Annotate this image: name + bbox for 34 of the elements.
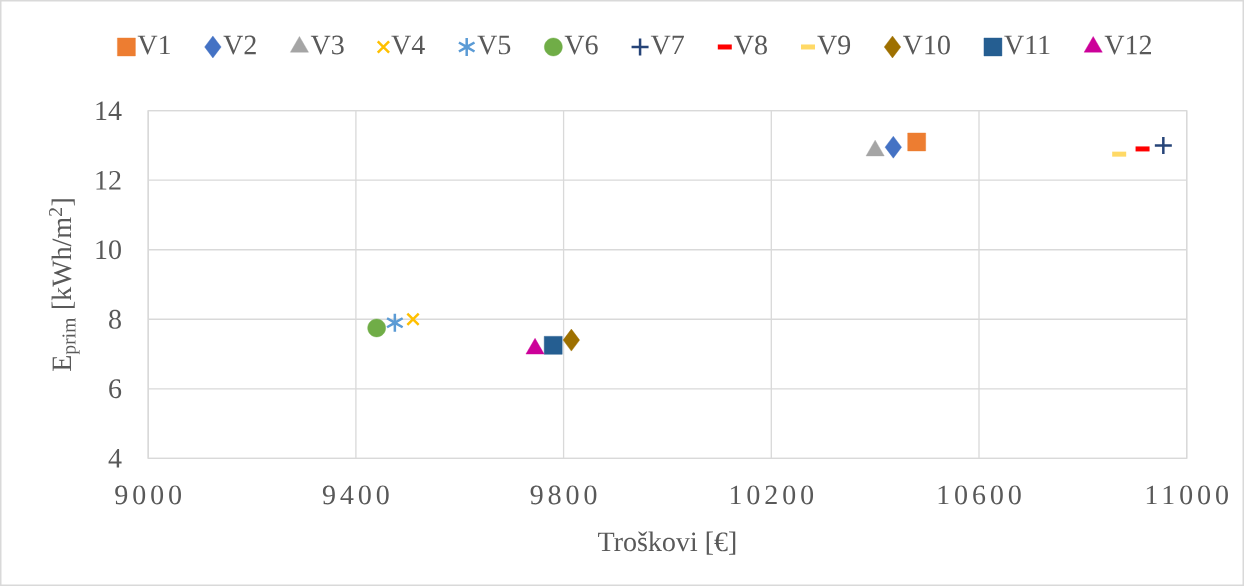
x-tick-label: 10600 <box>938 485 1021 505</box>
point <box>1153 135 1174 156</box>
legend-label: V4 <box>391 35 425 55</box>
x-axis-title: Troškovi [€] <box>598 531 736 555</box>
point <box>884 135 902 159</box>
point <box>907 132 926 152</box>
legend-label: V3 <box>310 35 344 55</box>
y-tick-label: 6 <box>109 379 122 399</box>
x-tick-label: 9400 <box>322 485 389 505</box>
point <box>367 318 386 338</box>
y-tick-label: 10 <box>96 240 121 260</box>
legend-label: V7 <box>650 35 684 55</box>
y-axis-title: E$_{prim}$ [kWh/m$^{2}$] <box>48 199 80 371</box>
point <box>406 312 420 327</box>
legend-label: V12 <box>1104 35 1151 55</box>
point <box>386 313 404 332</box>
y-tick-label: 12 <box>96 170 121 190</box>
legend-label: V10 <box>903 35 950 55</box>
x-tick-label: 9000 <box>115 485 181 505</box>
legend-label: V5 <box>477 35 511 55</box>
legend-label: V1 <box>137 35 170 55</box>
point <box>562 328 580 352</box>
y-tick-label: 14 <box>96 101 122 120</box>
legend-label: V9 <box>817 35 851 55</box>
legend-label: V8 <box>734 35 767 55</box>
legend-label: V6 <box>564 35 598 55</box>
legend-label: V2 <box>223 35 256 55</box>
legend-label: V11 <box>1004 35 1050 55</box>
point <box>544 336 563 355</box>
x-tick-label: 11000 <box>1146 485 1228 505</box>
y-tick-label: 4 <box>108 449 122 468</box>
x-tick-label: 10200 <box>730 485 814 505</box>
y-tick-label: 8 <box>109 309 121 329</box>
x-tick-label: 9800 <box>530 485 597 505</box>
